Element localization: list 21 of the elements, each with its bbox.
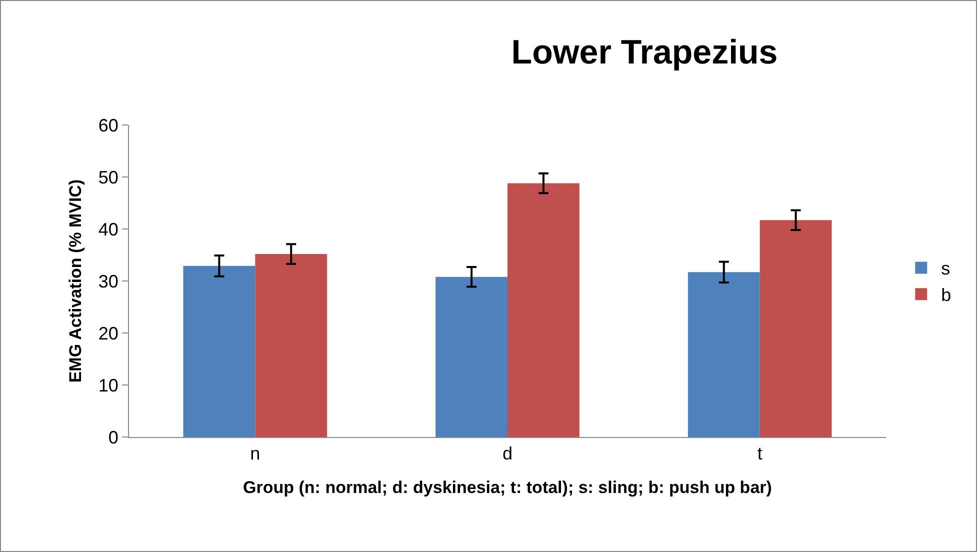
- x-tick-label: d: [502, 444, 513, 464]
- x-tick-label: t: [757, 444, 762, 464]
- bar: [760, 220, 832, 437]
- legend-label: s: [941, 258, 950, 279]
- bar: [183, 266, 256, 437]
- y-tick-label: 40: [98, 219, 118, 240]
- y-tick-label: 60: [98, 115, 118, 136]
- y-tick-label: 30: [98, 271, 118, 292]
- x-tick-label: n: [250, 444, 260, 464]
- y-tick-label: 50: [98, 167, 118, 188]
- bar: [688, 272, 760, 437]
- bar: [436, 276, 508, 437]
- legend-label: b: [941, 285, 952, 306]
- y-tick-label: 10: [98, 375, 118, 396]
- bar: [255, 254, 328, 437]
- y-tick-label: 0: [108, 427, 118, 448]
- bar: [508, 183, 580, 437]
- y-axis-title: EMG Activation (% MVIC): [66, 179, 85, 383]
- y-tick-label: 20: [98, 323, 118, 344]
- chart-title: Lower Trapezius: [511, 33, 778, 72]
- x-axis-title: Group (n: normal; d: dyskinesia; t: total); s: sling; b: push up bar): [243, 478, 772, 497]
